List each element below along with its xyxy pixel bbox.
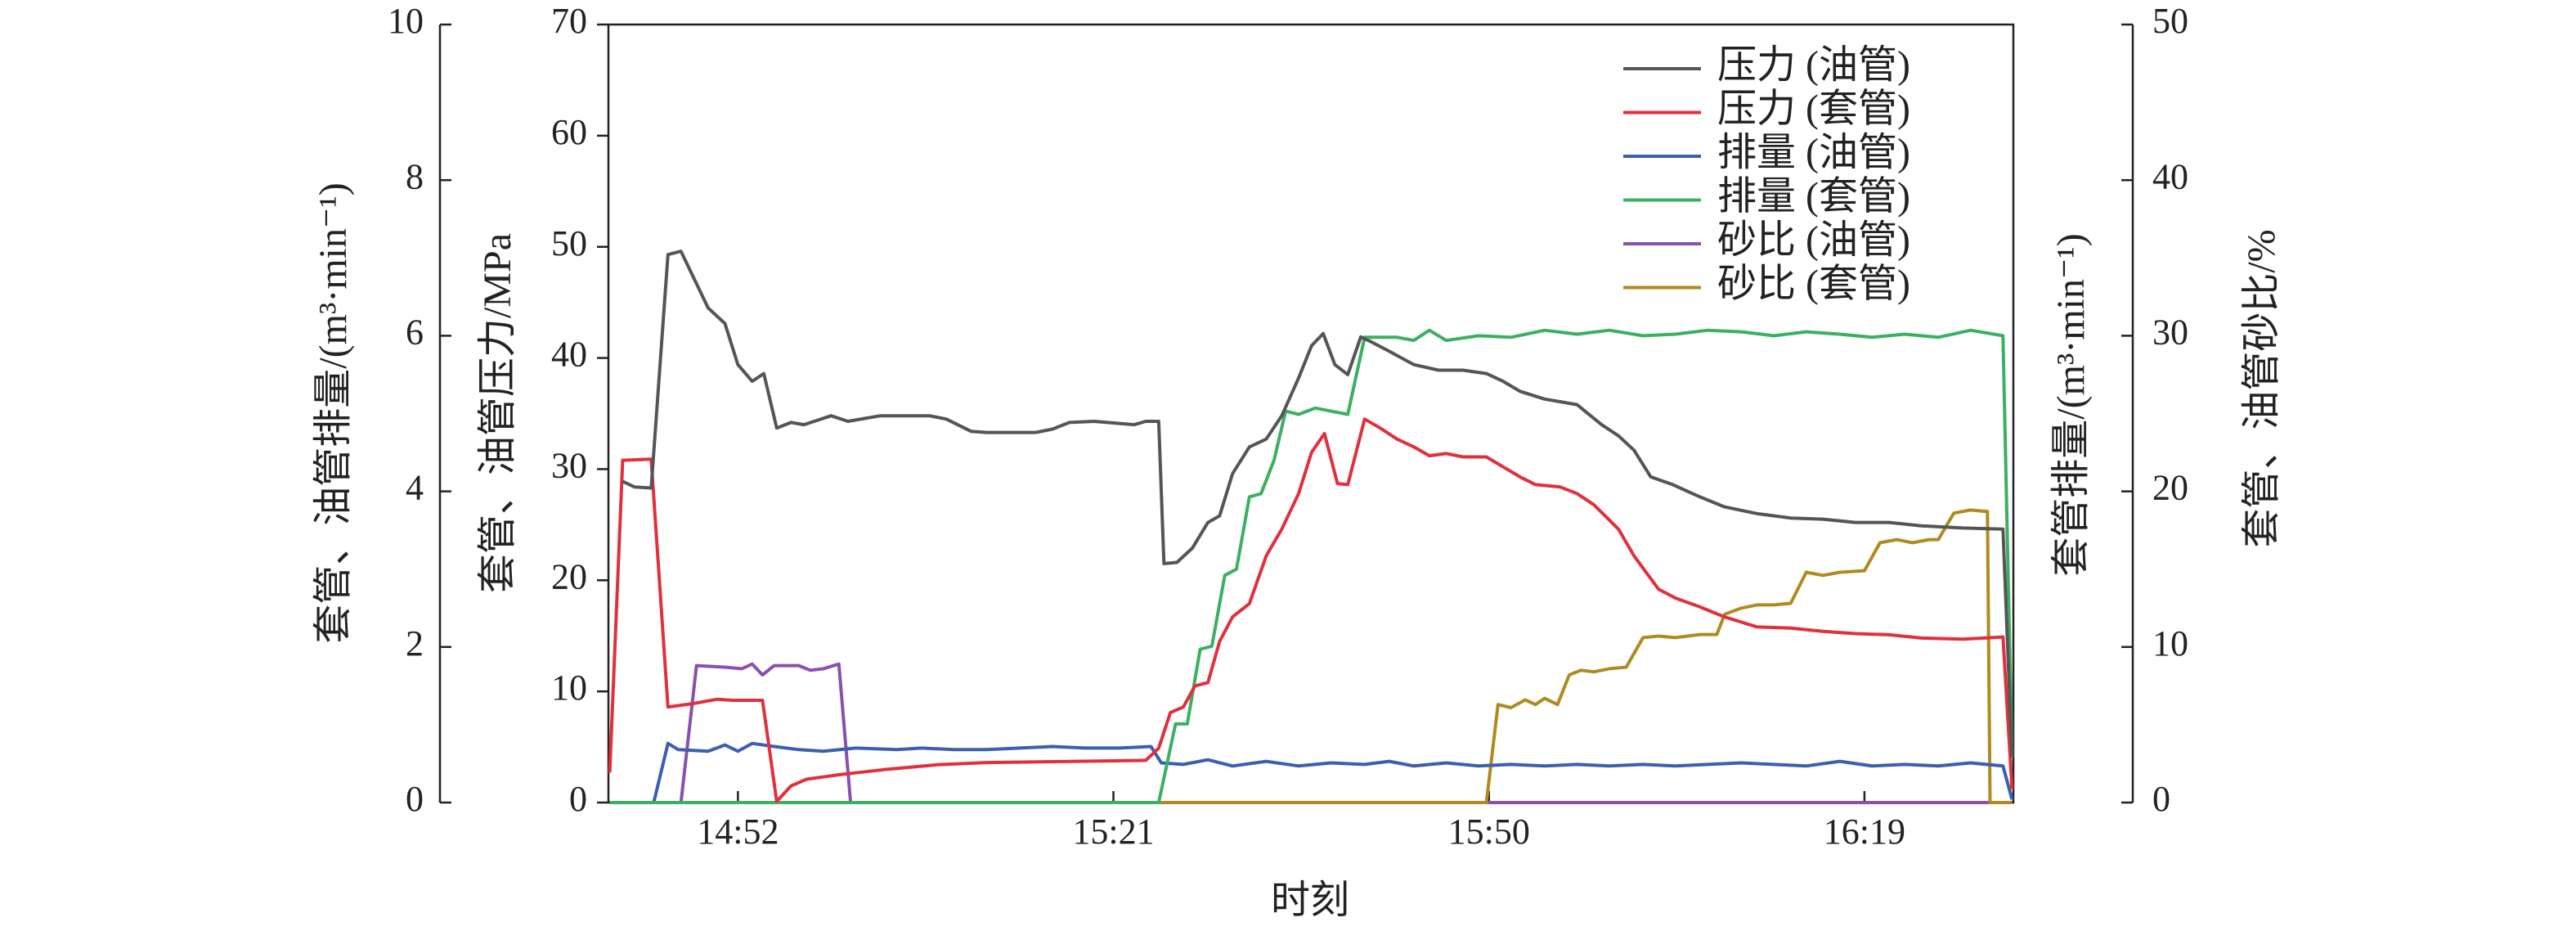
y-tick-label: 20 [551,556,587,596]
series-line [609,741,2014,804]
y-tick-label: 0 [569,779,587,819]
legend-label: 压力 (套管) [1717,88,1910,131]
y-axis-title: 套管、油管压力/MPa [476,233,519,593]
y-tick-label: 40 [551,335,587,375]
series-line [608,417,2014,803]
y2-tick-label: 20 [2152,468,2188,508]
y2-tick-label: 50 [2152,1,2188,41]
y2-tick-label: 0 [2152,779,2170,819]
y-tick-label: 60 [551,112,587,152]
y-tick-label: 10 [551,668,587,708]
x-tick-label: 15:50 [1448,812,1530,852]
series-line [609,508,2013,804]
y3-tick-label: 8 [406,156,424,196]
series-line [622,250,2014,758]
y2-tick-label: 40 [2152,156,2188,196]
y3-tick-label: 6 [406,312,424,352]
series-line [609,328,2014,804]
y2-axis-title: 套管、油管砂比/% [2240,229,2283,547]
series-line [609,662,2013,804]
y3-tick-label: 4 [406,468,424,508]
y-tick-label: 30 [551,446,587,486]
y2-tick-label: 30 [2152,312,2188,352]
y3-tick-label: 0 [406,779,424,819]
legend-label: 压力 (油管) [1717,43,1910,87]
y-tick-label: 50 [551,223,587,263]
legend-label: 砂比 (套管) [1717,263,1910,306]
y3-tick-label: 2 [406,623,424,663]
y3-axis-title: 套管、油管排量/(m³·min⁻¹) [312,182,355,643]
y4-axis-title: 套管排量/(m³·min⁻¹) [2049,233,2093,576]
y3-tick-label: 10 [388,1,424,41]
x-axis-title: 时刻 [1271,879,1349,922]
x-tick-label: 14:52 [697,812,779,852]
legend-label: 排量 (套管) [1717,175,1910,218]
x-tick-label: 15:21 [1072,812,1154,852]
legend-label: 排量 (油管) [1717,131,1910,174]
x-tick-label: 16:19 [1824,812,1905,852]
legend-label: 砂比 (油管) [1717,218,1910,262]
y2-tick-label: 10 [2152,623,2188,663]
y-tick-label: 70 [551,1,587,41]
